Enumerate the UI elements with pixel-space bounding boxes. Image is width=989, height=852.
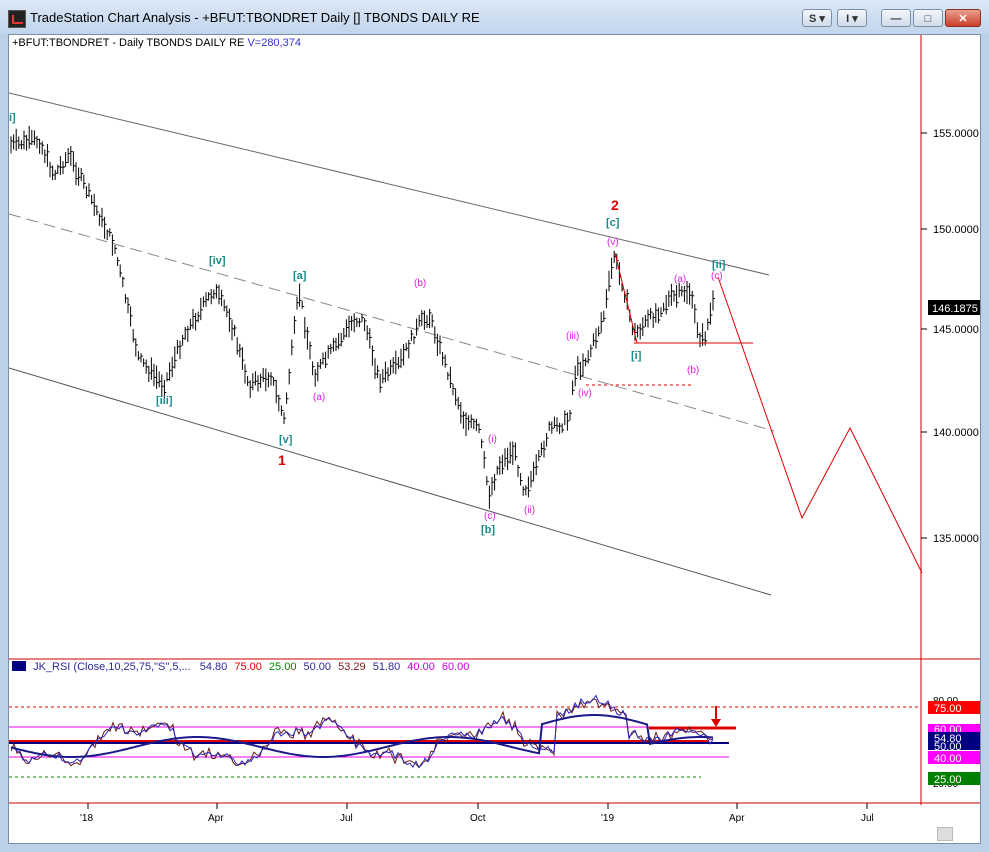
rsi-60-marker [928, 724, 980, 733]
rsi-axis[interactable]: 80.00 20.00 75.00 60.00 54.80 50.00 40.0… [928, 696, 980, 790]
time-scrollbar[interactable] [937, 827, 953, 841]
wave-label: (a) [313, 392, 325, 403]
wave-label: (ii) [524, 505, 535, 516]
rsi-value: 75.00 [234, 661, 262, 673]
rsi-value: 60.00 [441, 661, 470, 673]
time-tick-label: Jul [340, 813, 353, 824]
rsi-40-marker [928, 751, 980, 764]
wave-labels: i] [iv] [a] [iii] [v] [b] [c] [i] [ii] [9, 112, 726, 536]
wave-label: [ii] [712, 259, 726, 271]
chart-header: +BFUT:TBONDRET - Daily TBONDS DAILY RE V… [12, 37, 301, 49]
price-tick-label: 135.0000 [933, 533, 979, 545]
price-tick-label: 155.0000 [933, 128, 979, 140]
rsi-header: JK_RSI (Close,10,25,75,"S",5,... 54.80 7… [12, 661, 469, 673]
rsi-40-label: 40.00 [934, 753, 962, 765]
maximize-button[interactable]: □ [913, 9, 943, 27]
wave-label: (b) [687, 365, 699, 376]
rsi-value: 25.00 [268, 661, 297, 673]
chart-client-area[interactable]: 155.0000 150.0000 145.0000 140.0000 135.… [8, 34, 981, 844]
wave-label: [v] [279, 434, 293, 446]
channel-upper-line[interactable] [9, 92, 770, 276]
minor-wave-labels: (b) (a) (i) (c) (ii) (iii) (iv) (v) (a) … [313, 237, 723, 522]
rsi-75-label: 75.00 [934, 703, 962, 715]
chart-canvas[interactable]: 155.0000 150.0000 145.0000 140.0000 135.… [9, 35, 980, 843]
last-price-label: 146.1875 [932, 303, 978, 315]
rsi-value: 51.80 [372, 661, 401, 673]
rsi-value: 53.29 [338, 661, 366, 673]
rsi-value: 50.00 [303, 661, 332, 673]
rsi-50-label: 50.00 [934, 741, 962, 753]
time-tick-label: Apr [729, 813, 745, 824]
minimize-button[interactable]: — [881, 9, 911, 27]
window-title: TradeStation Chart Analysis - +BFUT:TBON… [30, 10, 480, 25]
rsi-75-marker [928, 701, 980, 714]
styles-menu-button[interactable]: S ▾ [802, 9, 832, 27]
wave-label: (a) [674, 274, 686, 285]
last-price-marker [928, 300, 980, 315]
rsi-fast-line [10, 698, 714, 769]
title-bar[interactable]: TradeStation Chart Analysis - +BFUT:TBON… [0, 0, 989, 34]
wave-label-2: 2 [611, 197, 619, 213]
price-tick-label: 140.0000 [933, 427, 979, 439]
down-arrow-icon [711, 719, 721, 727]
tradestation-app-icon [8, 10, 26, 28]
time-tick-label: '19 [601, 813, 614, 824]
wave-label: [i] [631, 350, 642, 362]
wave-label: [b] [481, 524, 495, 536]
price-tick-label: 150.0000 [933, 224, 979, 236]
primary-wave-labels: 1 2 [278, 197, 619, 468]
indicators-menu-button[interactable]: I ▾ [837, 9, 867, 27]
wave-label: i] [9, 112, 16, 124]
channel-lower-line[interactable] [9, 367, 772, 596]
time-tick-label: Oct [470, 813, 486, 824]
price-tick-label: 145.0000 [933, 324, 979, 336]
wave-label: [c] [606, 217, 620, 229]
wave-label: [iv] [209, 255, 226, 267]
wave-label: (iv) [578, 388, 592, 399]
wave-i-line[interactable] [614, 252, 638, 344]
symbol-description: +BFUT:TBONDRET - Daily TBONDS DAILY RE [12, 37, 245, 49]
rsi-value-marker [928, 732, 980, 750]
wave-label: (i) [488, 434, 497, 445]
projection-lines[interactable] [586, 252, 923, 574]
wave-label: (v) [607, 237, 619, 248]
price-bar-series [10, 125, 715, 509]
rsi-value: 54.80 [199, 661, 228, 673]
rsi-study-name: JK_RSI (Close,10,25,75,"S",5,... [33, 661, 191, 673]
wave-label: [a] [293, 270, 307, 282]
trend-channel[interactable] [9, 92, 775, 596]
wave-label: (b) [414, 278, 426, 289]
wave-label: [iii] [156, 395, 173, 407]
rsi-25-marker [928, 772, 980, 785]
close-button[interactable]: ✕ [945, 9, 981, 27]
wave-label: (iii) [566, 331, 579, 342]
wave-label-1: 1 [278, 452, 286, 468]
time-tick-label: Apr [208, 813, 224, 824]
wave-label: (c) [484, 511, 496, 522]
time-axis[interactable]: '18 Apr Jul Oct '19 Apr Jul [80, 803, 874, 824]
channel-mid-line[interactable] [9, 213, 775, 432]
rsi-25-label: 25.00 [934, 774, 962, 786]
indicator-icon [12, 661, 26, 671]
price-axis[interactable]: 155.0000 150.0000 145.0000 140.0000 135.… [921, 128, 980, 545]
rsi-value-label: 54.80 [934, 733, 962, 745]
rsi-value: 40.00 [407, 661, 435, 673]
volume-readout: V=280,374 [247, 37, 301, 49]
rsi-line [10, 694, 714, 769]
rsi-average-line [10, 714, 714, 758]
rsi-pane[interactable] [9, 694, 921, 778]
wave-label: (c) [711, 271, 723, 282]
projection-path[interactable] [717, 276, 923, 574]
time-tick-label: '18 [80, 813, 93, 824]
time-tick-label: Jul [861, 813, 874, 824]
